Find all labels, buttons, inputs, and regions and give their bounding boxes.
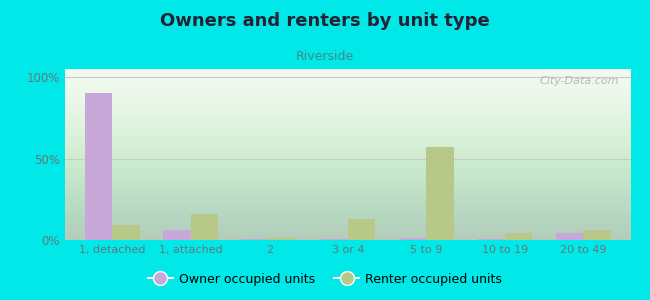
Bar [269,238,296,240]
Text: Riverside: Riverside [296,50,354,64]
Legend: Owner occupied units, Renter occupied units: Owner occupied units, Renter occupied un… [143,268,507,291]
Bar [163,230,190,240]
Bar [426,147,454,240]
Bar [399,238,426,240]
Bar [320,239,348,240]
Bar [584,230,611,240]
Bar [505,233,532,240]
Bar [477,239,505,240]
Text: Owners and renters by unit type: Owners and renters by unit type [160,12,490,30]
Bar [84,93,112,240]
Bar [556,233,584,240]
Bar [242,239,269,240]
Bar [348,219,375,240]
Bar [112,225,140,240]
Text: City-Data.com: City-Data.com [540,76,619,86]
Bar [190,214,218,240]
